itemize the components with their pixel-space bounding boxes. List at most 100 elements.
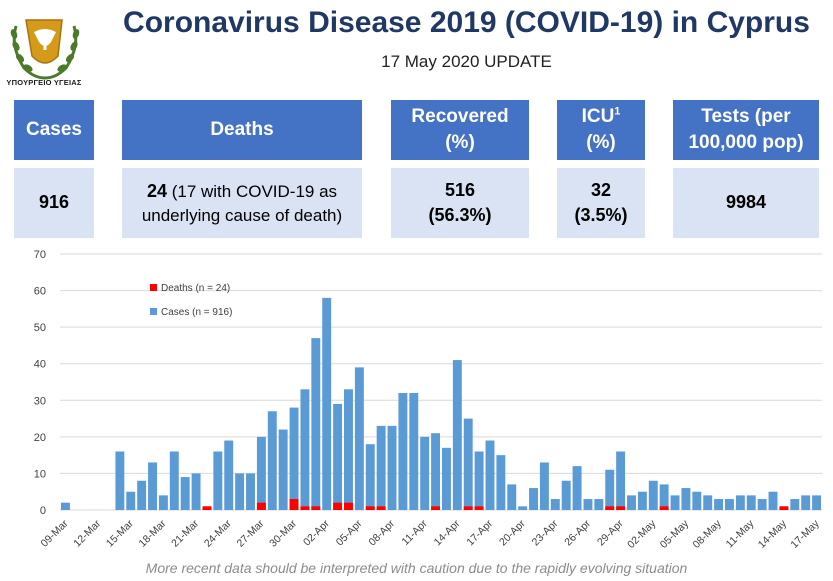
cases-bar <box>539 462 549 510</box>
deaths-note: (17 with COVID-19 as underlying cause of… <box>141 181 343 225</box>
x-tick-label: 17-May <box>788 517 822 551</box>
x-tick-label: 14-Apr <box>432 517 463 548</box>
cases-bar <box>594 499 604 510</box>
cases-bar <box>616 451 626 510</box>
icu-card: ICU1 (%) 32 (3.5%) <box>557 100 645 238</box>
legend-label: Deaths (n = 24) <box>161 283 230 294</box>
cases-bar <box>311 338 321 510</box>
cases-value: 916 <box>14 168 94 238</box>
footnote: More recent data should be interpreted w… <box>145 560 688 576</box>
deaths-bar <box>376 506 386 510</box>
x-tick-label: 21-Mar <box>169 517 201 549</box>
cases-bar <box>354 367 364 510</box>
cases-bar <box>169 451 179 510</box>
cases-bar <box>692 491 702 510</box>
icu-count: 32 <box>590 179 611 200</box>
cases-bar <box>452 360 462 510</box>
x-tick-label: 05-May <box>658 517 692 551</box>
y-tick-label: 30 <box>34 395 46 407</box>
cases-bar <box>246 473 255 510</box>
y-tick-label: 10 <box>34 468 46 480</box>
x-tick-label: 29-Apr <box>595 517 626 548</box>
recovered-header: Recovered (%) <box>391 100 529 160</box>
deaths-bar <box>202 506 212 510</box>
cases-bar <box>256 436 266 510</box>
cases-bar <box>431 433 441 510</box>
cases-bar <box>746 495 756 510</box>
x-tick-label: 24-Mar <box>202 517 234 549</box>
recovered-count: 516 <box>444 179 476 200</box>
cases-bar <box>235 473 245 510</box>
y-tick-label: 70 <box>34 249 46 261</box>
cases-bar <box>627 495 636 510</box>
cases-bar <box>768 491 778 510</box>
cases-bar <box>398 392 408 510</box>
cases-bar <box>387 425 397 510</box>
cases-bar <box>463 418 473 510</box>
cases-bar <box>213 451 223 510</box>
cases-bar <box>714 499 724 510</box>
cases-bar <box>757 499 767 510</box>
deaths-card: Deaths 24 (17 with COVID-19 as underlyin… <box>122 100 362 238</box>
cases-bar <box>670 495 680 510</box>
cases-bar <box>659 484 669 510</box>
cases-bar <box>409 392 419 510</box>
cases-bar <box>365 444 375 510</box>
x-tick-label: 12-Mar <box>71 517 103 549</box>
icu-footnote-marker: 1 <box>614 106 621 119</box>
cases-bar <box>60 502 70 510</box>
x-tick-label: 26-Apr <box>562 517 593 548</box>
deaths-bar <box>256 502 266 510</box>
cases-bar <box>550 499 560 510</box>
cases-bar <box>322 297 332 510</box>
recovered-card: Recovered (%) 516 (56.3%) <box>391 100 529 238</box>
y-tick-label: 0 <box>40 505 46 517</box>
cases-bar <box>561 480 571 510</box>
cases-bar <box>507 484 517 510</box>
x-tick-label: 08-May <box>690 517 724 551</box>
cases-bar <box>801 495 811 510</box>
update-date: 17 May 2020 UPDATE <box>381 52 552 71</box>
cases-bar <box>300 389 310 510</box>
cases-bar <box>529 488 538 510</box>
tests-card: Tests (per 100,000 pop) 9984 <box>673 100 819 238</box>
y-tick-label: 50 <box>34 322 46 334</box>
icu-value: 32 (3.5%) <box>557 168 645 238</box>
logo-caption: ΥΠΟΥΡΓΕΙΟ ΥΓΕΙΑΣ <box>6 78 82 87</box>
x-tick-label: 18-Mar <box>137 517 169 549</box>
y-tick-label: 40 <box>34 359 46 371</box>
cases-bar <box>485 440 495 510</box>
cases-bar <box>289 407 299 510</box>
deaths-bar <box>289 499 299 510</box>
x-tick-label: 23-Apr <box>530 517 561 548</box>
y-tick-label: 60 <box>34 286 46 298</box>
deaths-bar <box>333 502 343 510</box>
x-tick-label: 15-Mar <box>104 517 136 549</box>
cyprus-emblem-logo <box>10 19 80 80</box>
cases-bar <box>725 499 734 510</box>
cases-bar <box>126 491 136 510</box>
cases-bar <box>681 488 691 510</box>
legend-swatch <box>150 284 157 291</box>
x-tick-label: 11-Apr <box>400 517 431 548</box>
x-tick-label: 17-Apr <box>464 517 495 548</box>
cases-bar <box>180 477 190 510</box>
cases-bar <box>605 469 615 510</box>
cases-bar <box>518 506 528 510</box>
tests-value: 9984 <box>673 168 819 238</box>
cases-bar <box>735 495 745 510</box>
cases-bar <box>812 495 822 510</box>
x-tick-label: 02-May <box>625 517 659 551</box>
deaths-header: Deaths <box>122 100 362 160</box>
cases-card: Cases 916 <box>14 100 94 238</box>
cases-bar <box>278 429 288 510</box>
deaths-bar <box>344 502 353 510</box>
icu-pct: (3.5%) <box>574 205 628 225</box>
cases-bar <box>333 403 343 510</box>
x-tick-label: 05-Apr <box>334 517 365 548</box>
x-tick-label: 14-May <box>756 517 790 551</box>
recovered-value: 516 (56.3%) <box>391 168 529 238</box>
deaths-bar <box>300 506 310 510</box>
icu-label: ICU <box>581 106 615 128</box>
